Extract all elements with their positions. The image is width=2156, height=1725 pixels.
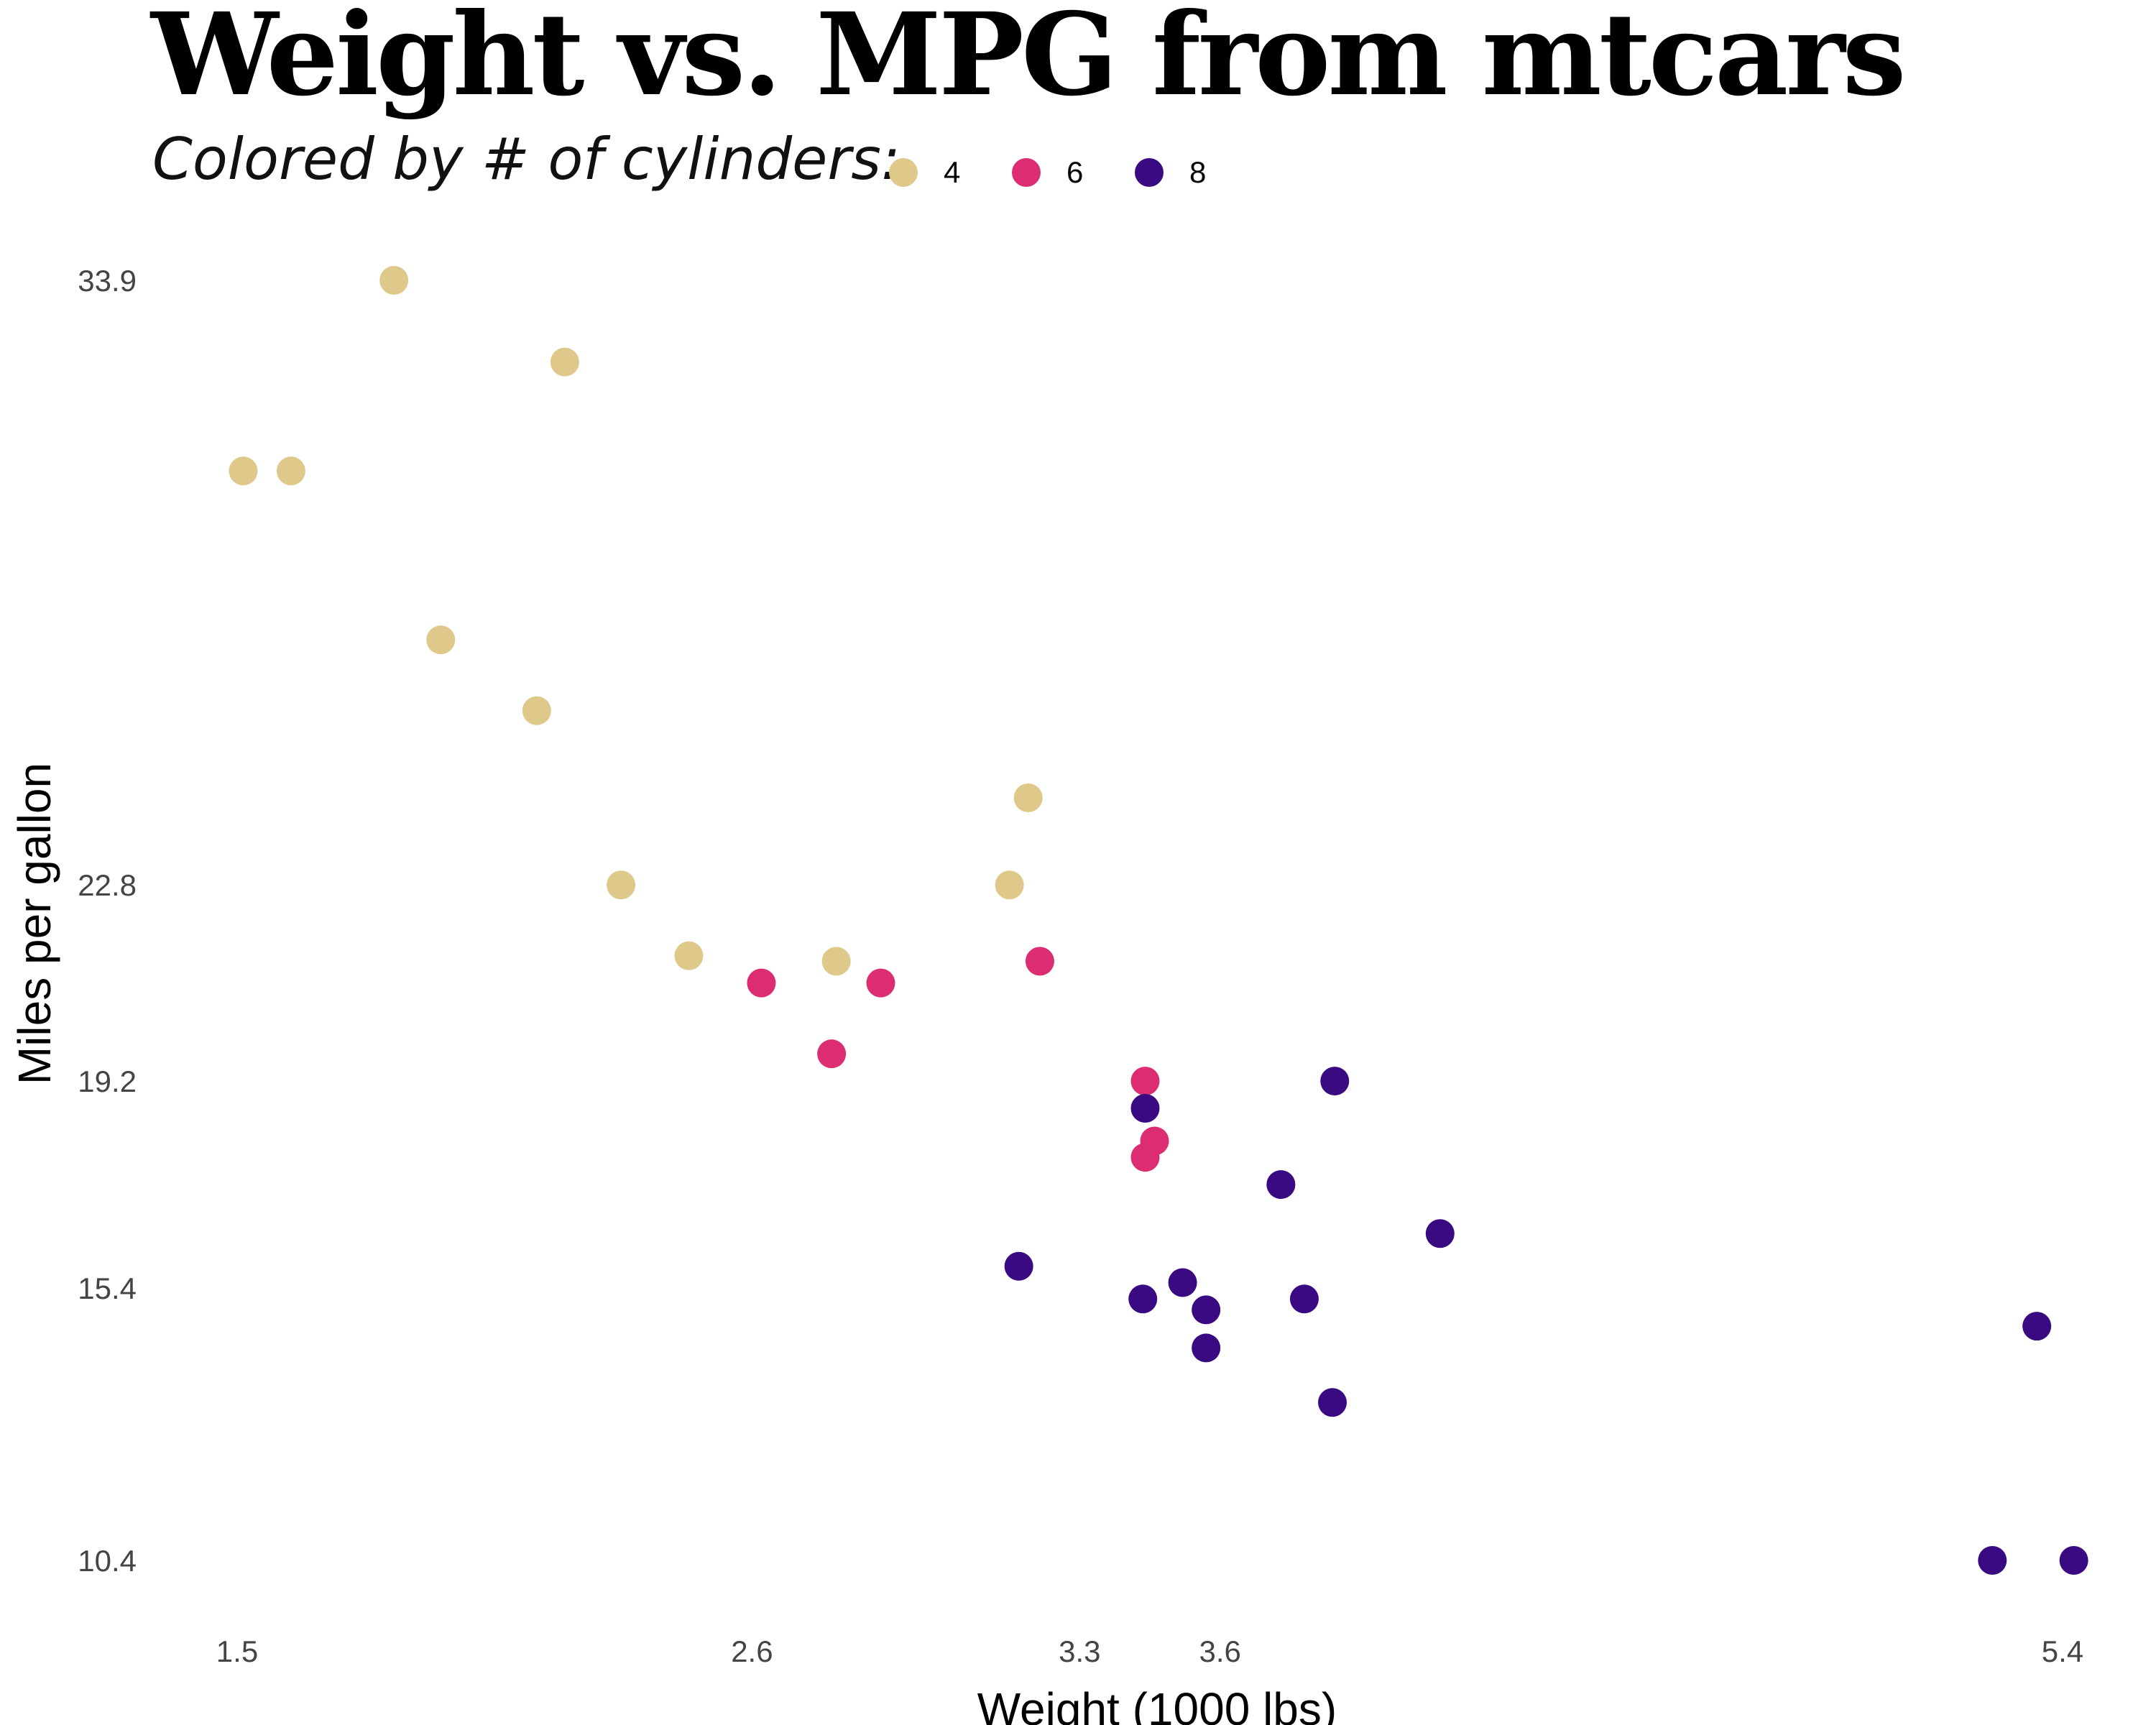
data-point-cyl-4 — [522, 696, 551, 725]
legend-item-4: 4 — [889, 151, 960, 194]
data-point-cyl-8 — [2059, 1546, 2088, 1575]
y-tick-label: 10.4 — [78, 1544, 137, 1578]
data-point-cyl-8 — [1004, 1251, 1033, 1281]
data-point-cyl-8 — [1266, 1170, 1296, 1200]
data-point-cyl-8 — [1289, 1284, 1319, 1314]
data-point-cyl-6 — [1130, 1143, 1160, 1172]
data-point-cyl-8 — [1978, 1546, 2007, 1575]
y-tick-label: 22.8 — [78, 868, 137, 902]
data-points — [229, 266, 2088, 1575]
data-point-cyl-4 — [674, 941, 704, 970]
data-point-cyl-8 — [1168, 1268, 1197, 1297]
legend-item-8: 8 — [1135, 151, 1206, 194]
x-tick-label: 2.6 — [731, 1634, 773, 1668]
data-point-cyl-4 — [379, 266, 409, 295]
data-point-cyl-8 — [1425, 1219, 1455, 1248]
data-point-cyl-4 — [229, 456, 258, 486]
x-axis-label: Weight (1000 lbs) — [977, 1683, 1337, 1725]
data-point-cyl-6 — [747, 968, 776, 998]
data-point-cyl-4 — [550, 347, 579, 377]
legend-item-6: 6 — [1012, 151, 1083, 194]
data-point-cyl-4 — [607, 870, 636, 900]
data-point-cyl-8 — [1130, 1093, 1160, 1123]
y-axis-label: Miles per gallon — [9, 763, 60, 1085]
y-axis-ticks: 10.4 15.4 19.2 22.8 33.9 — [78, 264, 137, 1578]
x-axis-ticks: 1.5 2.6 3.3 3.6 5.4 — [216, 1634, 2083, 1668]
legend-swatch-6 — [1012, 158, 1041, 187]
legend-swatch-8 — [1135, 158, 1164, 187]
y-tick-label: 15.4 — [78, 1271, 137, 1305]
data-point-cyl-8 — [2022, 1312, 2052, 1341]
x-tick-label: 5.4 — [2042, 1634, 2083, 1668]
data-point-cyl-8 — [1318, 1388, 1347, 1417]
data-point-cyl-8 — [1192, 1295, 1221, 1325]
x-tick-label: 3.3 — [1059, 1634, 1100, 1668]
data-point-cyl-4 — [426, 625, 456, 655]
x-tick-label: 3.6 — [1199, 1634, 1240, 1668]
legend-swatch-4 — [889, 158, 918, 187]
data-point-cyl-4 — [821, 947, 851, 976]
data-point-cyl-4 — [995, 870, 1024, 900]
data-point-cyl-6 — [817, 1039, 847, 1069]
chart-title: Weight vs. MPG from mtcars — [151, 0, 1907, 121]
legend-label-4: 4 — [944, 155, 961, 189]
data-point-cyl-4 — [1013, 783, 1043, 812]
legend-label-8: 8 — [1189, 155, 1207, 189]
y-tick-label: 19.2 — [78, 1064, 137, 1098]
x-tick-label: 1.5 — [216, 1634, 258, 1668]
legend-label-6: 6 — [1067, 155, 1084, 189]
data-point-cyl-6 — [866, 968, 895, 998]
data-point-cyl-4 — [276, 456, 305, 486]
data-point-cyl-6 — [1025, 947, 1054, 976]
data-point-cyl-8 — [1128, 1284, 1158, 1314]
data-point-cyl-6 — [1130, 1067, 1160, 1096]
data-point-cyl-8 — [1320, 1067, 1350, 1096]
y-tick-label: 33.9 — [78, 264, 137, 298]
data-point-cyl-8 — [1192, 1333, 1221, 1363]
chart-subtitle: Colored by # of cylinders: — [152, 126, 900, 193]
